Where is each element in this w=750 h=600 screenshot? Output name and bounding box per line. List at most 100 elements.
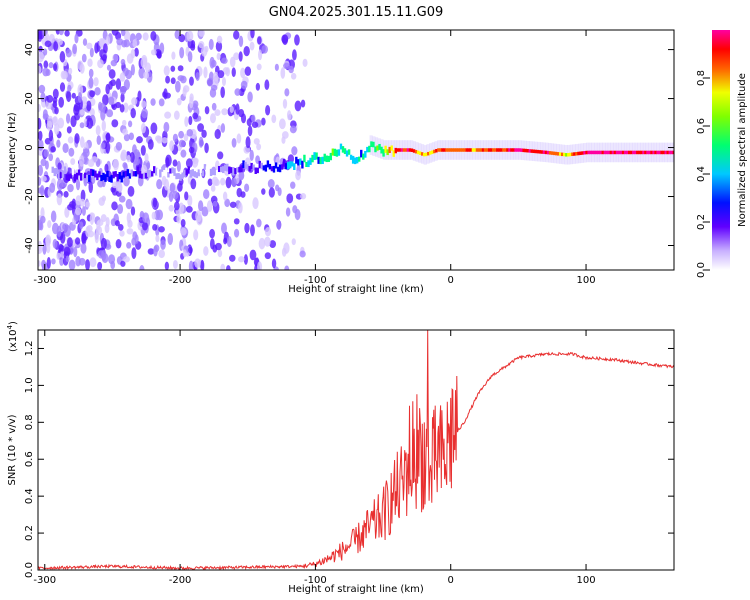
spectrogram-speckle-cell bbox=[231, 177, 237, 188]
spectrogram-ridge-cell bbox=[473, 148, 477, 152]
spectrogram-ridge-cell bbox=[567, 152, 570, 157]
spectrogram-speckle-cell bbox=[249, 249, 257, 261]
spectrogram-ridge-cell bbox=[313, 152, 316, 160]
spectrogram-ridge-cell bbox=[565, 153, 568, 157]
spectrogram-speckle-cell bbox=[176, 214, 181, 224]
spectrogram-speckle-cell bbox=[288, 65, 294, 74]
spectrogram-ridge-cell bbox=[270, 166, 274, 172]
spectrogram-ridge-cell bbox=[110, 175, 113, 183]
spectrogram-speckle-cell bbox=[164, 261, 170, 270]
spectrogram-ridge-cell bbox=[611, 150, 615, 155]
spectrogram-speckle-cell bbox=[120, 149, 128, 162]
spectrogram-ridge-cell bbox=[520, 148, 523, 152]
spectrogram-speckle-cell bbox=[191, 157, 199, 168]
spectrogram-ridge-cell bbox=[510, 148, 513, 152]
spectrogram-speckle-cell bbox=[123, 256, 130, 263]
spectrogram-speckle-cell bbox=[291, 146, 298, 156]
spectrogram-ridge-cell bbox=[396, 148, 399, 152]
spectrogram-speckle-cell bbox=[188, 146, 195, 154]
spectrogram-speckle-cell bbox=[169, 182, 176, 193]
spectrogram-ridge-cell bbox=[374, 146, 377, 153]
spectrogram-speckle-cell bbox=[156, 178, 163, 190]
spectrogram-speckle-cell bbox=[56, 252, 61, 260]
spectrogram-speckle-cell bbox=[119, 72, 126, 82]
spectrogram-speckle-cell bbox=[71, 92, 76, 99]
spectrogram-speckle-cell bbox=[106, 64, 111, 71]
spectrogram-ridge-cell bbox=[118, 172, 121, 180]
spectrogram-speckle-cell bbox=[261, 188, 266, 195]
spectrogram-y-axis-label: Frequency (Hz) bbox=[7, 112, 18, 188]
spectrogram-speckle-cell bbox=[68, 67, 73, 75]
spectrogram-ridge-cell bbox=[142, 173, 146, 180]
spectrogram-speckle-cell bbox=[197, 200, 204, 212]
spectrogram-speckle-cell bbox=[247, 125, 253, 137]
spectrogram-speckle-cell bbox=[118, 195, 126, 203]
spectrogram-frame bbox=[37, 29, 675, 271]
spectrogram-speckle-cell bbox=[70, 115, 77, 128]
spectrogram-ridge-cell bbox=[455, 148, 458, 152]
spectrogram-speckle-cell bbox=[110, 79, 116, 87]
spectrogram-speckle-cell bbox=[65, 255, 70, 263]
spectrogram-ridge-cell bbox=[276, 166, 280, 172]
spectrogram-ridge-cell bbox=[577, 151, 580, 156]
spectrogram-speckle-cell bbox=[38, 84, 46, 94]
spectrogram-speckle-cell bbox=[284, 88, 290, 97]
spectrogram-speckle-cell bbox=[38, 65, 42, 75]
spectrogram-speckle-cell bbox=[130, 206, 136, 216]
spectrogram-speckle-cell bbox=[38, 51, 44, 63]
spectrogram-speckle-cell bbox=[139, 265, 145, 270]
spectrogram-speckle-cell bbox=[122, 162, 128, 169]
spectrogram-ridge-cell bbox=[658, 150, 661, 155]
spectrogram-speckle-cell bbox=[44, 40, 52, 48]
spectrogram-ridge-cell bbox=[317, 156, 320, 164]
spectrogram-speckle-cell bbox=[142, 221, 148, 231]
colorbar-label: Normalized spectral amplitude bbox=[737, 73, 748, 227]
spectrogram-speckle-cell bbox=[245, 136, 251, 149]
spectrogram-ridge-cell bbox=[475, 148, 479, 152]
spectrogram-ridge-cell bbox=[132, 171, 136, 177]
spectrogram-y-tick-label-0: -40 bbox=[24, 237, 35, 253]
spectrogram-ridge-cell bbox=[100, 175, 103, 182]
spectrogram-speckle-cell bbox=[233, 52, 240, 61]
spectrogram-y-tick-label-4: 40 bbox=[24, 43, 35, 56]
spectrogram-speckle-cell bbox=[82, 148, 90, 158]
spectrogram-speckle-cell bbox=[115, 78, 122, 90]
spectrogram-speckle-cell bbox=[222, 191, 228, 201]
spectrogram-ridge-cell bbox=[343, 148, 347, 155]
spectrogram-ridge-cell bbox=[591, 150, 594, 155]
spectrogram-speckle-cell bbox=[58, 245, 65, 252]
spectrogram-speckle-cell bbox=[178, 34, 186, 43]
spectrogram-speckle-cell bbox=[48, 129, 54, 142]
spectrogram-ridge-cell bbox=[205, 166, 209, 172]
spectrogram-ridge-cell bbox=[244, 161, 247, 169]
spectrogram-speckle-cell bbox=[68, 259, 76, 270]
spectrogram-speckle-cell bbox=[287, 154, 295, 164]
spectrogram-ridge-cell bbox=[268, 163, 272, 170]
spectrogram-speckle-cell bbox=[79, 198, 86, 207]
spectrogram-ridge-cell bbox=[128, 173, 132, 179]
spectrogram-ridge-cell bbox=[410, 148, 414, 152]
spectrogram-speckle-cell bbox=[127, 185, 135, 197]
spectrogram-ridge-cell bbox=[638, 150, 641, 155]
spectrogram-speckle-cell bbox=[233, 228, 240, 238]
spectrogram-ridge-cell bbox=[408, 148, 412, 152]
spectrogram-speckle-cell bbox=[163, 88, 168, 100]
spectrogram-ridge-cell bbox=[65, 174, 69, 181]
spectrogram-speckle-cell bbox=[165, 157, 170, 168]
spectrogram-speckle-cell bbox=[292, 49, 297, 61]
spectrogram-ridge-cell bbox=[416, 150, 420, 155]
colorbar-gradient-bar bbox=[712, 30, 730, 270]
spectrogram-ridge-cell bbox=[282, 159, 286, 167]
spectrogram-speckle-cell bbox=[265, 105, 271, 116]
spectrogram-speckle-cell bbox=[48, 33, 55, 43]
spectrogram-speckle-cell bbox=[100, 142, 106, 150]
spectrogram-ridge-cell bbox=[384, 145, 387, 153]
spectrogram-speckle-cell bbox=[45, 235, 50, 247]
spectrogram-ridge-cell bbox=[339, 143, 343, 150]
colorbar-tick-label-4: 0.8 bbox=[696, 70, 707, 86]
spectrogram-speckle-cell bbox=[85, 259, 90, 270]
spectrogram-speckle-cell bbox=[42, 67, 50, 77]
spectrogram-speckle-cell bbox=[120, 30, 126, 37]
chart-title: GN04.2025.301.15.11.G09 bbox=[269, 5, 444, 20]
spectrogram-ridge-cell bbox=[163, 169, 166, 176]
